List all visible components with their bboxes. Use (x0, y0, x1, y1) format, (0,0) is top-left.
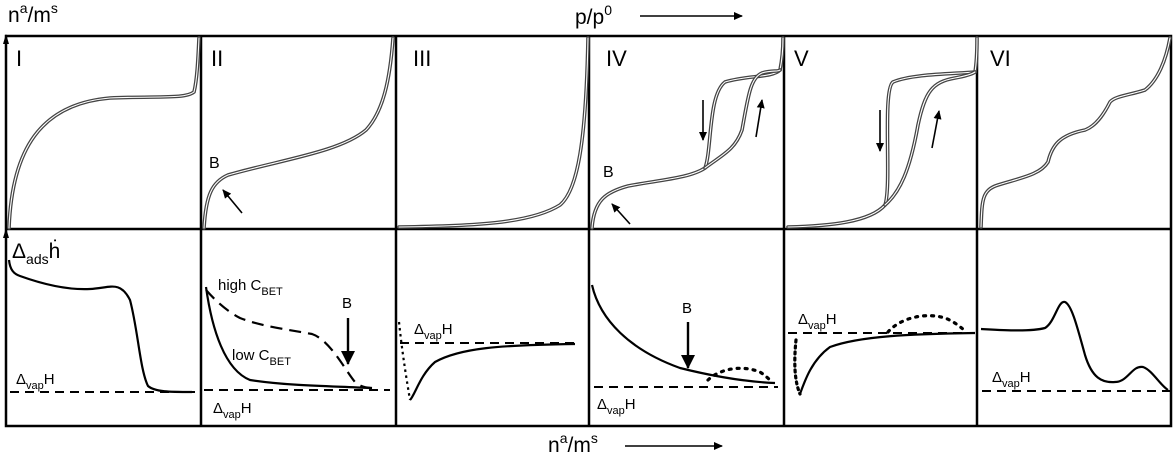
panel-numeral-5: V (794, 46, 809, 71)
point-b-arrow-ii (222, 189, 243, 214)
enthalpy-curve-iii (409, 342, 576, 401)
point-b-label-iv: B (603, 164, 614, 181)
panel-numeral-1: I (16, 46, 22, 71)
enthalpy-curve-iv (590, 284, 776, 385)
isotherm-type-3 (397, 36, 590, 229)
bottom-y-axis-label: Δadsḣ (12, 240, 60, 267)
panel-numeral-4: IV (606, 46, 627, 71)
adsorption-arrow-iv (755, 99, 765, 138)
enthalpy-dotted-v-left (793, 338, 802, 396)
enthalpy-dotted-iv (706, 366, 774, 384)
isotherm-type-2 (202, 36, 395, 230)
dvap-label-i: ΔvapH (16, 371, 55, 392)
dvap-label-vi: ΔvapH (992, 369, 1031, 390)
dvap-label-ii: ΔvapH (213, 400, 252, 421)
isotherm-type-5 (786, 36, 979, 229)
enthalpy-curve-i (7, 259, 193, 394)
point-b-arrow-iv (611, 203, 631, 225)
high-cbet-curve (205, 289, 376, 390)
dvap-label-iv: ΔvapH (597, 396, 636, 417)
panel-numeral-6: VI (990, 46, 1011, 71)
panel-numeral-3: III (413, 46, 431, 71)
dvap-label-iii: ΔvapH (414, 321, 453, 342)
isotherm-type-4 (590, 36, 785, 230)
dvap-label-v: ΔvapH (798, 311, 837, 332)
isotherm-inner-line (8, 37, 200, 229)
isotherms (7, 36, 1172, 230)
bottom-y-axis-tip (3, 228, 9, 238)
isotherm-type-1 (7, 36, 201, 230)
top-y-axis-label: na/ms (8, 0, 58, 27)
panel-numeral-2: II (211, 46, 223, 71)
point-b-label-ii: B (209, 155, 220, 172)
isotherm-inner-line (787, 37, 978, 228)
enthalpy-curve-vi (980, 300, 1169, 391)
top-y-axis-tip (3, 34, 9, 44)
high-cbet-label: high CBET (218, 277, 283, 298)
isotherm-inner-line (980, 37, 1171, 228)
low-cbet-label: low CBET (232, 347, 291, 368)
enthalpy-curve-v (798, 331, 976, 395)
isotherm-inner-line (884, 71, 976, 206)
isotherm-inner-line (203, 37, 394, 229)
isotherm-type-6 (979, 36, 1172, 229)
enthalpy-dotted-v (886, 314, 968, 334)
top-x-axis-label: p/p0 (575, 2, 612, 29)
point-b-label-iv-bottom: B (682, 300, 692, 317)
point-b-label-ii-bottom: B (342, 295, 352, 312)
low-cbet-curve (204, 286, 371, 390)
isotherm-inner-line (704, 69, 781, 169)
adsorption-arrow-v (931, 110, 942, 149)
enthalpy-curves (7, 259, 1170, 401)
enthalpy-dotted-iii (397, 321, 412, 401)
bottom-x-axis-label: na/ms (548, 430, 598, 457)
isotherm-inner-line (398, 37, 589, 228)
